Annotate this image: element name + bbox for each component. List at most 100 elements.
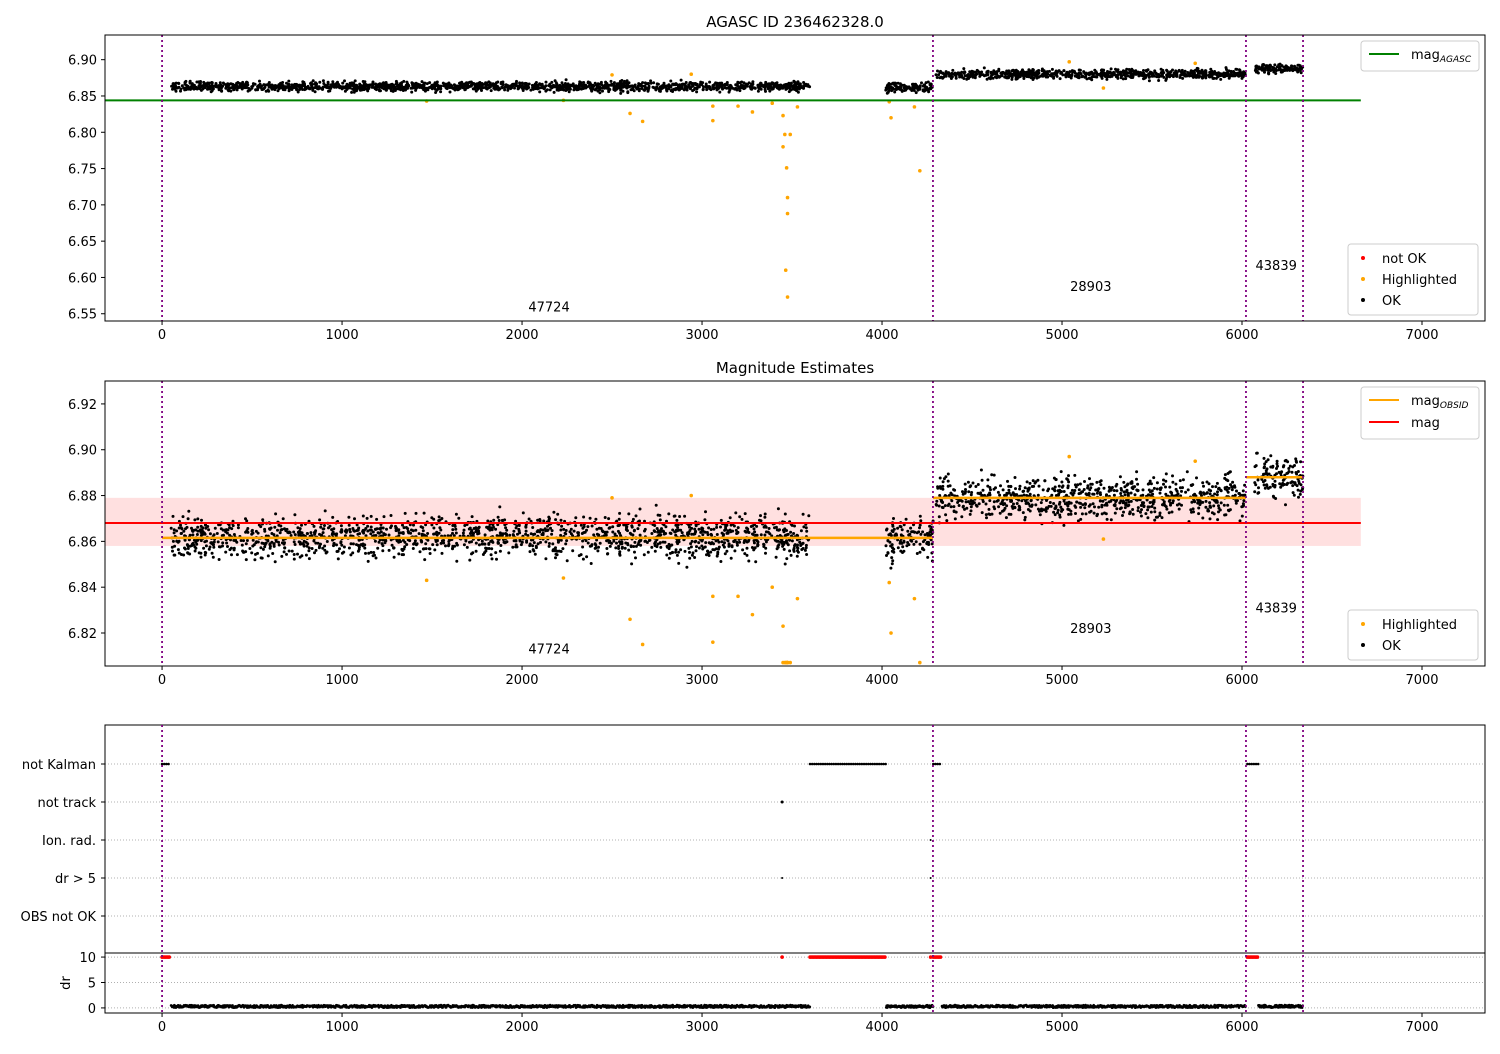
ok-point (374, 87, 377, 90)
ok-point (402, 88, 405, 91)
ok-point (1049, 74, 1052, 77)
ok-point (173, 531, 176, 534)
ok-point (675, 548, 678, 551)
ok-point (441, 552, 444, 555)
ok-point (534, 553, 537, 556)
ok-point (1150, 71, 1153, 74)
ok-point (184, 87, 187, 90)
ok-point (915, 540, 918, 543)
highlighted-point (610, 73, 614, 77)
ok-point (196, 526, 199, 529)
ok-point (423, 512, 426, 515)
ok-point (618, 518, 621, 521)
ok-point (781, 86, 784, 89)
ok-point (291, 550, 294, 553)
ok-point (1161, 71, 1164, 74)
ok-point (908, 533, 911, 536)
ok-point (228, 534, 231, 537)
ok-point (445, 86, 448, 89)
ok-point (214, 527, 217, 530)
ok-point (194, 547, 197, 550)
ok-point (724, 552, 727, 555)
ok-point (1051, 68, 1054, 71)
ok-point (521, 541, 524, 544)
ok-point (923, 83, 926, 86)
ok-point (1168, 511, 1171, 514)
ok-point (309, 531, 312, 534)
ok-point (230, 86, 233, 89)
ok-point (941, 77, 944, 80)
ok-point (619, 554, 622, 557)
ok-point (199, 82, 202, 85)
ok-point (352, 529, 355, 532)
obsid-label: 43839 (1256, 259, 1297, 274)
ok-point (471, 551, 474, 554)
ok-point (433, 548, 436, 551)
ok-point (1148, 79, 1151, 82)
ok-point (1136, 483, 1139, 486)
ok-point (582, 516, 585, 519)
ok-point (688, 81, 691, 84)
ok-point (361, 86, 364, 89)
ok-point (294, 543, 297, 546)
ok-point (1068, 508, 1071, 511)
ok-point (938, 505, 941, 508)
ok-point (604, 531, 607, 534)
ok-point (400, 548, 403, 551)
ok-point (353, 517, 356, 520)
ok-point (235, 541, 238, 544)
ok-point (556, 89, 559, 92)
ok-point (936, 70, 939, 73)
ok-point (960, 75, 963, 78)
ok-point (683, 83, 686, 86)
ok-point (553, 84, 556, 87)
ok-point (550, 533, 553, 536)
ok-point (193, 518, 196, 521)
ok-point (604, 516, 607, 519)
ok-point (308, 87, 311, 90)
ok-point (635, 514, 638, 517)
ok-point (456, 544, 459, 547)
ok-point (747, 560, 750, 563)
ok-point (406, 527, 409, 530)
ok-point (650, 532, 653, 535)
ok-point (477, 83, 480, 86)
ok-point (208, 548, 211, 551)
ok-point (901, 545, 904, 548)
highlighted-point (784, 268, 788, 272)
ok-point (1016, 70, 1019, 73)
ok-point (768, 527, 771, 530)
y-tick-label: 6.70 (68, 199, 97, 214)
ok-point (986, 78, 989, 81)
ok-point (490, 547, 493, 550)
ok-point (1179, 74, 1182, 77)
ok-point (1157, 79, 1160, 82)
ok-point (894, 84, 897, 87)
ok-point (657, 514, 660, 517)
ok-point (493, 84, 496, 87)
ok-point (521, 82, 524, 85)
ok-point (358, 83, 361, 86)
ok-point (397, 552, 400, 555)
ok-point (388, 549, 391, 552)
ok-point (968, 70, 971, 73)
ok-point (986, 73, 989, 76)
ok-point (885, 554, 888, 557)
ok-point (182, 554, 185, 557)
ok-point (891, 82, 894, 85)
ok-point (677, 88, 680, 91)
ok-point (399, 531, 402, 534)
ok-point (1192, 510, 1195, 513)
ok-point (728, 542, 731, 545)
ok-point (525, 541, 528, 544)
ok-point (715, 547, 718, 550)
ok-point (485, 86, 488, 89)
ok-point (241, 544, 244, 547)
ok-point (763, 543, 766, 546)
ok-point (1022, 77, 1025, 80)
legend-label: Highlighted (1382, 273, 1457, 288)
ok-point (1220, 501, 1223, 504)
ok-point (775, 556, 778, 559)
legend-label: not OK (1382, 252, 1427, 267)
ok-point (906, 530, 909, 533)
